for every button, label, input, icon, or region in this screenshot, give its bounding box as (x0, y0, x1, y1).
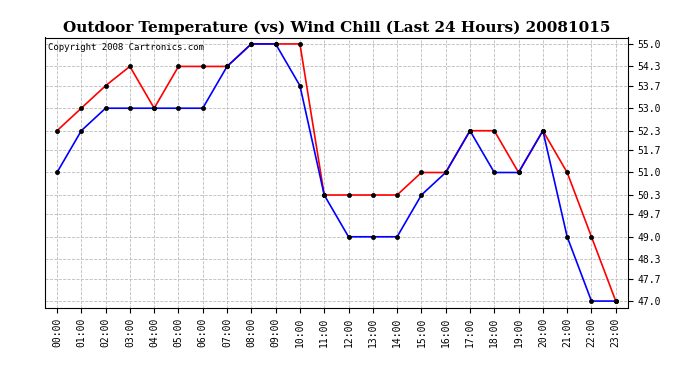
Text: Copyright 2008 Cartronics.com: Copyright 2008 Cartronics.com (48, 43, 204, 52)
Title: Outdoor Temperature (vs) Wind Chill (Last 24 Hours) 20081015: Outdoor Temperature (vs) Wind Chill (Las… (63, 21, 610, 35)
